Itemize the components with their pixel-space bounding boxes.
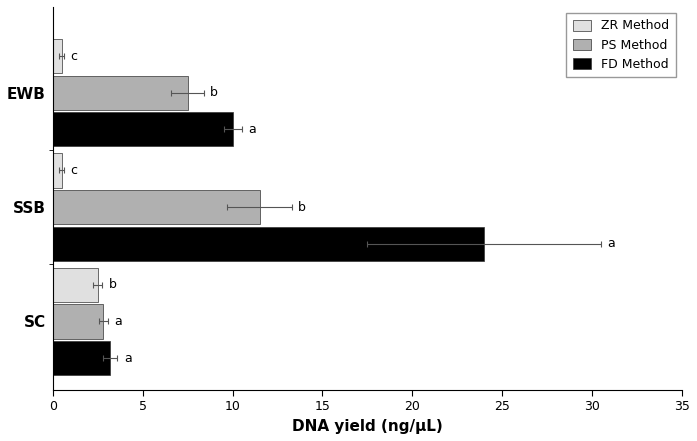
Bar xyxy=(53,75,187,110)
Text: b: b xyxy=(298,201,306,213)
Text: b: b xyxy=(109,278,116,292)
Text: a: a xyxy=(124,351,132,365)
Bar xyxy=(53,304,103,339)
Bar xyxy=(53,190,259,224)
Bar xyxy=(53,39,62,73)
Bar xyxy=(53,341,110,375)
Bar xyxy=(53,268,98,302)
Legend: ZR Method, PS Method, FD Method: ZR Method, PS Method, FD Method xyxy=(567,13,676,77)
Text: a: a xyxy=(608,237,615,250)
Text: c: c xyxy=(70,50,78,63)
Text: a: a xyxy=(248,123,256,136)
Text: c: c xyxy=(70,164,78,177)
Text: b: b xyxy=(210,86,218,99)
Bar xyxy=(53,153,62,188)
X-axis label: DNA yield (ng/μL): DNA yield (ng/μL) xyxy=(292,419,443,434)
Bar xyxy=(53,227,484,261)
Text: a: a xyxy=(114,315,122,328)
Bar xyxy=(53,112,233,146)
